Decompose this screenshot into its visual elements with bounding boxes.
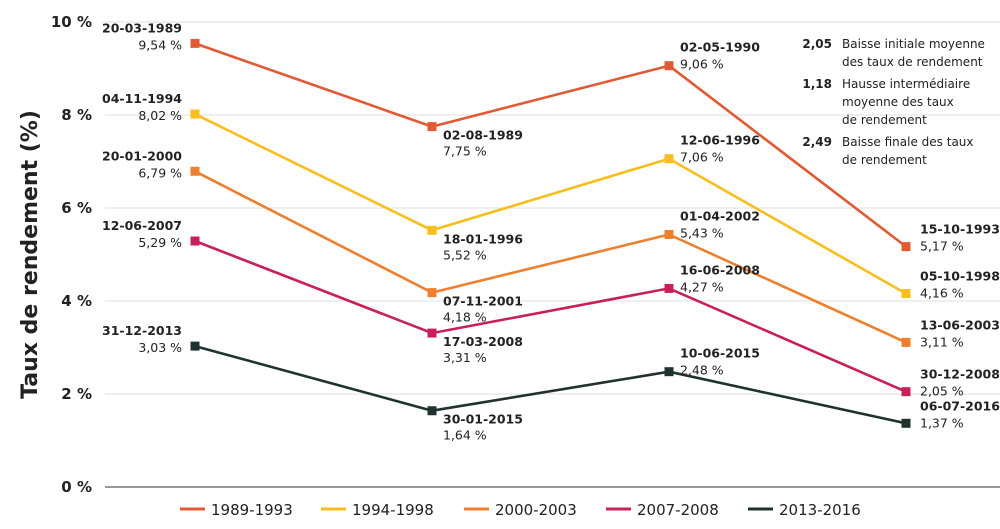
data-label-date: 15-10-1993 (920, 222, 1000, 237)
data-label-value: 3,31 % (443, 350, 487, 365)
data-label-value: 1,37 % (920, 415, 964, 430)
y-tick-label: 10 % (51, 13, 92, 31)
data-point-marker (427, 122, 437, 132)
data-label-date: 18-01-1996 (443, 231, 523, 246)
data-point-marker (190, 38, 200, 48)
data-point-marker (427, 406, 437, 416)
annotation-text: moyenne des taux (842, 95, 954, 109)
series-line-1994-1998 (194, 112, 907, 295)
data-label-date: 02-05-1990 (680, 40, 760, 55)
data-label-value: 5,29 % (138, 235, 182, 250)
series-line-2007-2008 (194, 239, 907, 393)
data-label-value: 9,54 % (138, 37, 182, 52)
y-tick-label: 2 % (61, 385, 92, 403)
data-point-marker (901, 418, 911, 428)
legend-label: 2000-2003 (495, 501, 577, 519)
data-label-date: 16-06-2008 (680, 262, 760, 277)
data-label-value: 3,03 % (138, 340, 182, 355)
annotation-text: Baisse initiale moyenne (842, 37, 985, 51)
y-axis-ticks: 0 % 2 % 4 % 6 % 8 % 10 % (51, 13, 92, 496)
legend-label: 2013-2016 (779, 501, 861, 519)
annotation-text: de rendement (842, 153, 927, 167)
data-label-value: 7,75 % (443, 144, 487, 159)
data-label-value: 9,06 % (680, 57, 724, 72)
data-label-value: 5,17 % (920, 239, 964, 254)
data-point-marker (901, 337, 911, 347)
data-label-date: 07-11-2001 (443, 294, 523, 309)
data-point-marker (664, 283, 674, 293)
data-label-date: 04-11-1994 (102, 91, 182, 106)
data-label-date: 20-01-2000 (102, 148, 182, 163)
annotation-text: de rendement (842, 113, 927, 127)
data-point-marker (190, 236, 200, 246)
data-label-value: 5,43 % (680, 226, 724, 241)
y-axis-title: Taux de rendement (%) (18, 110, 43, 399)
y-tick-label: 0 % (61, 478, 92, 496)
data-point-marker (901, 289, 911, 299)
data-label-value: 4,16 % (920, 286, 964, 301)
data-label-date: 12-06-2007 (102, 218, 182, 233)
data-point-marker (190, 166, 200, 176)
data-label-date: 30-01-2015 (443, 412, 523, 427)
data-point-marker (427, 225, 437, 235)
data-point-marker (427, 328, 437, 338)
data-label-date: 30-12-2008 (920, 367, 1000, 382)
data-label-value: 4,27 % (680, 279, 724, 294)
data-label-value: 5,52 % (443, 247, 487, 262)
data-label-date: 17-03-2008 (443, 334, 523, 349)
data-point-marker (190, 341, 200, 351)
data-point-marker (427, 288, 437, 298)
data-label-value: 3,11 % (920, 334, 964, 349)
data-label-value: 2,05 % (920, 384, 964, 399)
gridlines (105, 21, 1000, 488)
annotation-value: 2,49 (802, 135, 832, 149)
data-label-value: 4,18 % (443, 310, 487, 325)
annotation-value: 2,05 (802, 37, 832, 51)
legend-label: 1994-1998 (352, 501, 434, 519)
annotation-text: Baisse finale des taux (842, 135, 974, 149)
data-label-value: 1,64 % (443, 428, 487, 443)
series-line-2000-2003 (194, 170, 907, 344)
data-point-marker (901, 387, 911, 397)
data-label-date: 13-06-2003 (920, 317, 1000, 332)
data-label-value: 6,79 % (138, 165, 182, 180)
legend: 1989-1993 1994-1998 2000-2003 2007-2008 2013… (180, 501, 861, 519)
data-point-marker (664, 230, 674, 240)
series-line-1989-1993 (194, 42, 907, 248)
data-label-date: 12-06-1996 (680, 133, 760, 148)
data-label-date: 20-03-1989 (102, 20, 182, 35)
data-label-date: 06-07-2016 (920, 398, 1000, 413)
legend-label: 2007-2008 (637, 501, 719, 519)
data-point-marker (664, 367, 674, 377)
data-label-date: 01-04-2002 (680, 209, 760, 224)
data-point-marker (664, 154, 674, 164)
annotations: 2,05 Baisse initiale moyenne des taux de r… (802, 37, 985, 167)
data-label-date: 02-08-1989 (443, 128, 523, 143)
series-line-2013-2016 (194, 344, 907, 425)
data-point-marker (190, 109, 200, 119)
legend-label: 1989-1993 (211, 501, 293, 519)
data-label-date: 31-12-2013 (102, 323, 182, 338)
y-tick-label: 8 % (61, 106, 92, 124)
data-point-marker (664, 61, 674, 71)
data-label-date: 05-10-1998 (920, 269, 1000, 284)
annotation-text: des taux de rendement (842, 55, 983, 69)
data-point-marker (901, 242, 911, 252)
y-tick-label: 4 % (61, 292, 92, 310)
data-label-value: 2,48 % (680, 363, 724, 378)
series-group (190, 38, 911, 428)
data-label-value: 7,06 % (680, 150, 724, 165)
data-label-value: 8,02 % (138, 108, 182, 123)
y-tick-label: 6 % (61, 199, 92, 217)
annotation-text: Hausse intermédiaire (842, 77, 970, 91)
data-label-date: 10-06-2015 (680, 346, 760, 361)
annotation-value: 1,18 (802, 77, 832, 91)
